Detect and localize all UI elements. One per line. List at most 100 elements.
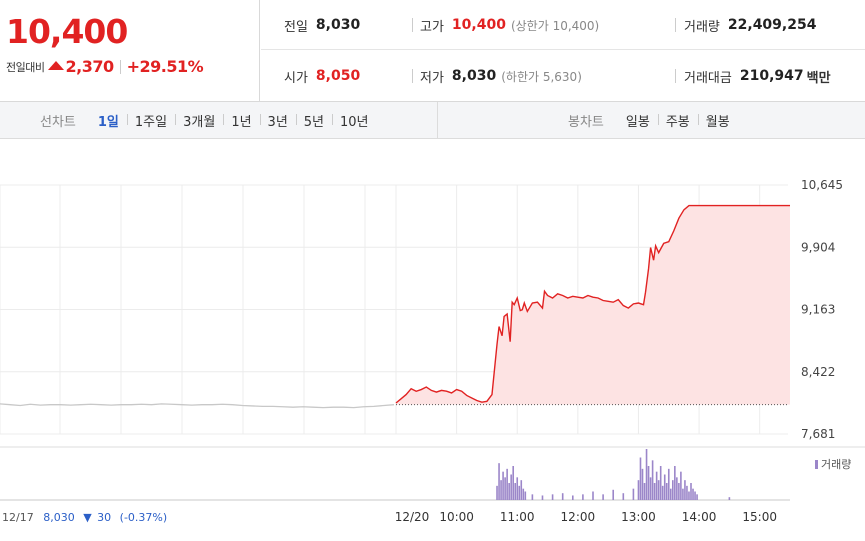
prev-day-change-pct: (-0.37%) [120, 511, 168, 524]
volume-legend: 거래량 [815, 458, 851, 471]
volume-bar [641, 468, 644, 500]
volume-bar [692, 488, 694, 500]
volume-bar [516, 477, 519, 500]
current-price: 10,400 [6, 12, 128, 51]
candle-chart-label: 봉차트 [568, 115, 604, 130]
prev-close-label: 전일 [284, 19, 308, 35]
open-value: 8,050 [315, 68, 361, 84]
divider [412, 69, 413, 83]
volume-bar [561, 493, 564, 500]
period-tab-1w[interactable]: 1주일 [126, 111, 175, 130]
open-price: 시가 8,050 [284, 51, 360, 101]
quote-row-2: 시가 8,050 저가 8,030 (하한가 5,630) 거래대금 210,9… [261, 51, 865, 101]
volume-bar [667, 468, 670, 500]
quote-header: 10,400 전일대비 2,370 +29.51% 전일 8,030 고가 10… [0, 0, 865, 102]
volume-bar [502, 471, 504, 500]
lower-limit: (하한가 5,630) [501, 69, 582, 84]
volume-bar [665, 483, 668, 500]
change-amount: 2,370 [65, 57, 114, 76]
volume-legend-swatch [815, 460, 818, 469]
candle-tab-weekly[interactable]: 주봉 [657, 111, 698, 130]
x-tick-label: 14:00 [682, 510, 717, 524]
candle-tab-monthly[interactable]: 월봉 [697, 111, 738, 130]
x-tick-label: 10:00 [439, 510, 474, 524]
prev-day-change: 30 [97, 511, 111, 524]
volume-bar [653, 483, 656, 500]
volume-label: 거래량 [684, 19, 720, 35]
volume-bar [592, 491, 594, 500]
volume-bar [686, 485, 688, 500]
price-lines [0, 204, 790, 409]
x-tick-label: 12/20 [395, 510, 430, 524]
volume-bar [672, 480, 674, 500]
change-label: 전일대비 [6, 60, 45, 74]
divider [412, 18, 413, 32]
volume-bar [602, 494, 604, 500]
low-value: 8,030 [451, 68, 497, 84]
high-price: 고가 10,400 (상한가 10,400) [420, 0, 599, 50]
volume-bar [696, 494, 698, 500]
volume-bar [639, 457, 642, 500]
period-tab-1d[interactable]: 1일 [97, 115, 119, 130]
period-tab-1y[interactable]: 1년 [223, 111, 259, 130]
period-tab-3y[interactable]: 3년 [259, 111, 296, 130]
volume-bar [674, 466, 676, 500]
prev-day-close: 8,030 [43, 511, 75, 524]
volume-bar [582, 494, 584, 500]
volume-bar [524, 491, 527, 500]
volume-bar [522, 488, 525, 500]
volume-bar [651, 460, 654, 500]
volume: 거래량 22,409,254 [684, 0, 816, 50]
volume-bar [531, 494, 534, 500]
volume-bar [504, 477, 506, 500]
up-arrow-icon [48, 61, 65, 70]
volume-bar [676, 477, 678, 500]
volume-bar [690, 483, 692, 500]
x-tick-label: 11:00 [500, 510, 535, 524]
x-tick-label: 13:00 [621, 510, 656, 524]
down-arrow-icon: ▼ [83, 511, 92, 524]
trade-value-label: 거래대금 [684, 70, 732, 86]
candle-tab-daily[interactable]: 일봉 [625, 115, 650, 130]
period-tab-3m[interactable]: 3개월 [175, 111, 223, 130]
low-label: 저가 [420, 70, 444, 86]
volume-bar [622, 493, 625, 500]
low-price: 저가 8,030 (하한가 5,630) [420, 51, 582, 101]
volume-bar [643, 483, 646, 500]
x-tick-label: 15:00 [742, 510, 777, 524]
volume-bar [645, 449, 648, 500]
period-tab-5y[interactable]: 5년 [295, 111, 332, 130]
prev-close-value: 8,030 [315, 17, 361, 33]
series-line-prev-day [0, 403, 395, 409]
quote-row-1: 전일 8,030 고가 10,400 (상한가 10,400) 거래량 22,4… [261, 0, 865, 50]
price-area [396, 205, 790, 405]
volume-bar [506, 468, 508, 500]
volume-bar [684, 480, 686, 500]
volume-bar [510, 474, 512, 500]
intraday-price-chart: 10,645 9,904 9,163 8,422 7,681 12/20 10:00 11:… [0, 178, 865, 524]
price-change: 전일대비 2,370 +29.51% [6, 57, 204, 76]
series-area-today [396, 205, 790, 405]
trade-value-amount: 210,947 [739, 68, 804, 84]
chart-toolbar: 선차트 1일 1주일 3개월 1년 3년 5년 10년 봉차트 일봉 주봉 월봉 [0, 102, 865, 139]
high-value: 10,400 [451, 17, 506, 33]
volume-bar [657, 480, 660, 500]
line-chart-periods: 선차트 1일 1주일 3개월 1년 3년 5년 10년 [40, 102, 377, 139]
prev-day-summary: 12/17 8,030 ▼ 30 (-0.37%) [2, 511, 167, 524]
y-tick-label: 9,163 [801, 303, 835, 317]
volume-bar [637, 480, 640, 500]
volume-bar [541, 495, 544, 500]
volume-bar [661, 485, 664, 500]
volume-bar [514, 483, 517, 500]
y-tick-label: 9,904 [801, 240, 835, 254]
x-axis-ticks: 12/20 10:00 11:00 12:00 13:00 14:00 15:00 [395, 510, 777, 524]
x-tick-label: 12:00 [561, 510, 596, 524]
volume-bar [632, 488, 635, 500]
y-tick-label: 10,645 [801, 178, 843, 192]
volume-bar [518, 485, 521, 500]
period-tab-10y[interactable]: 10년 [332, 111, 377, 130]
volume-bar [655, 471, 658, 500]
volume-bar [500, 480, 502, 500]
trade-value-unit: 백만 [806, 70, 831, 86]
change-divider [119, 59, 121, 74]
